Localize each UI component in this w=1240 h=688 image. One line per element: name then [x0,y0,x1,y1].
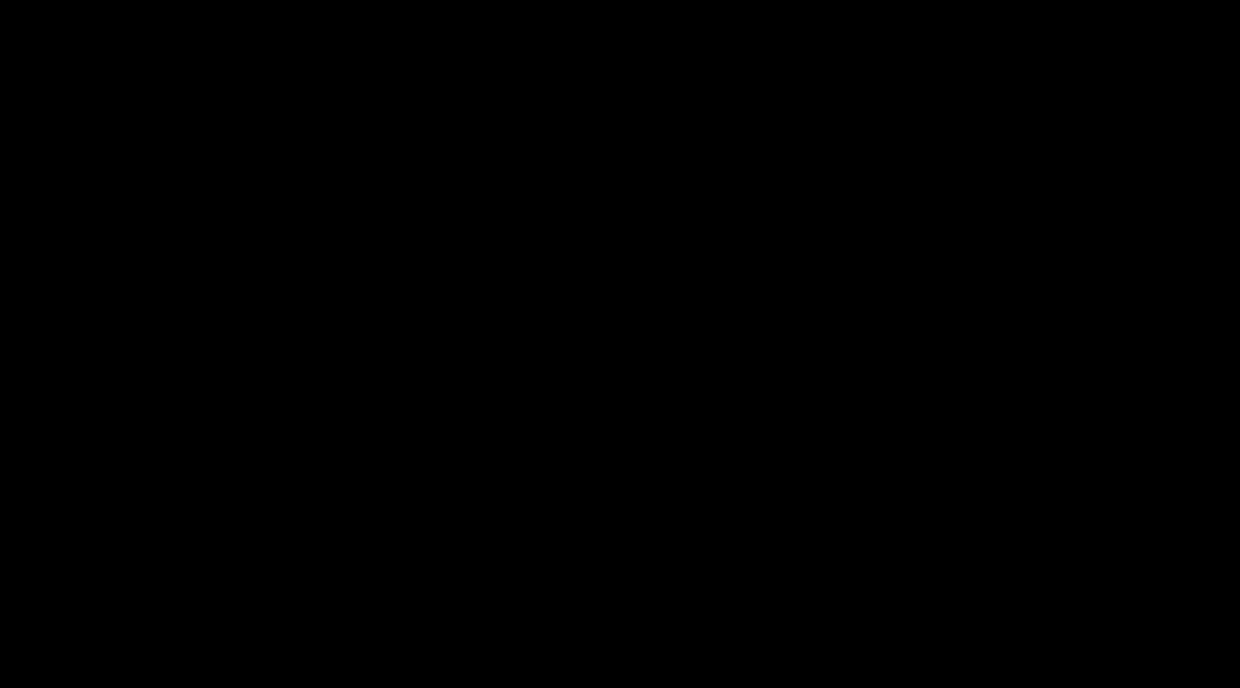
legend-item-amber-series[interactable] [74,34,494,60]
legend-item-cyan-series[interactable] [74,112,494,138]
legend-swatch-amber-series [74,38,96,57]
legend-swatch-line-series [74,18,96,24]
legend-item-orange-red-series[interactable] [74,60,494,86]
legend-swatch-cyan-series [74,116,96,135]
legend-item-line-series[interactable] [74,8,494,34]
bar-columns [72,193,1224,641]
legend-item-yellow-green-series[interactable] [74,86,494,112]
legend-swatch-dark-green-series [74,142,96,161]
plot-area [72,193,1224,641]
chart-legend [74,8,494,164]
legend-item-dark-green-series[interactable] [74,138,494,164]
legend-swatch-orange-red-series [74,64,96,83]
legend-swatch-yellow-green-series [74,90,96,109]
